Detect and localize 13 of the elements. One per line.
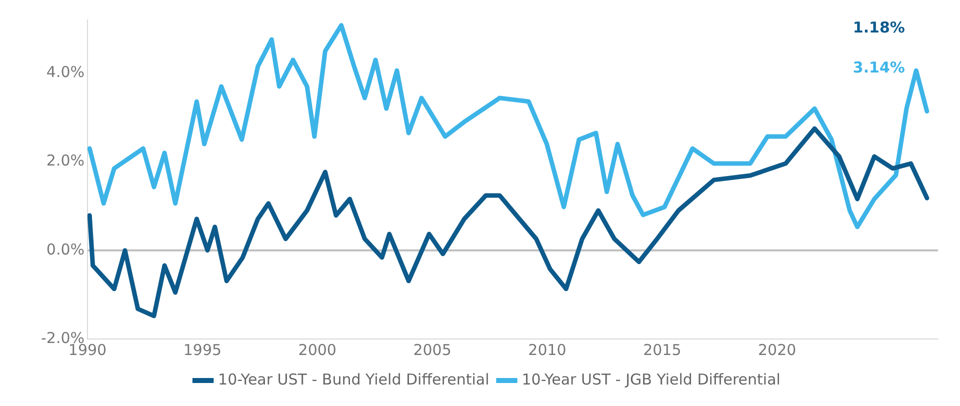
legend-label: 10-Year UST - Bund Yield Differential — [218, 370, 490, 388]
y-tick-label: 0.0% — [46, 240, 85, 258]
x-tick-label: 2000 — [298, 340, 336, 359]
x-tick-label: 2010 — [528, 340, 566, 359]
annotation: 3.14% — [852, 58, 905, 76]
y-tick-label: 2.0% — [46, 152, 85, 170]
x-tick-label: 2015 — [643, 340, 682, 359]
y-tick-label: 4.0% — [46, 63, 85, 82]
annotation: 1.18% — [852, 18, 905, 36]
legend-label: 10-Year UST - JGB Yield Differential — [522, 370, 780, 388]
x-tick-label: 2005 — [413, 340, 452, 359]
x-tick-label: 2020 — [758, 340, 796, 359]
x-tick-label: 1995 — [183, 340, 222, 359]
